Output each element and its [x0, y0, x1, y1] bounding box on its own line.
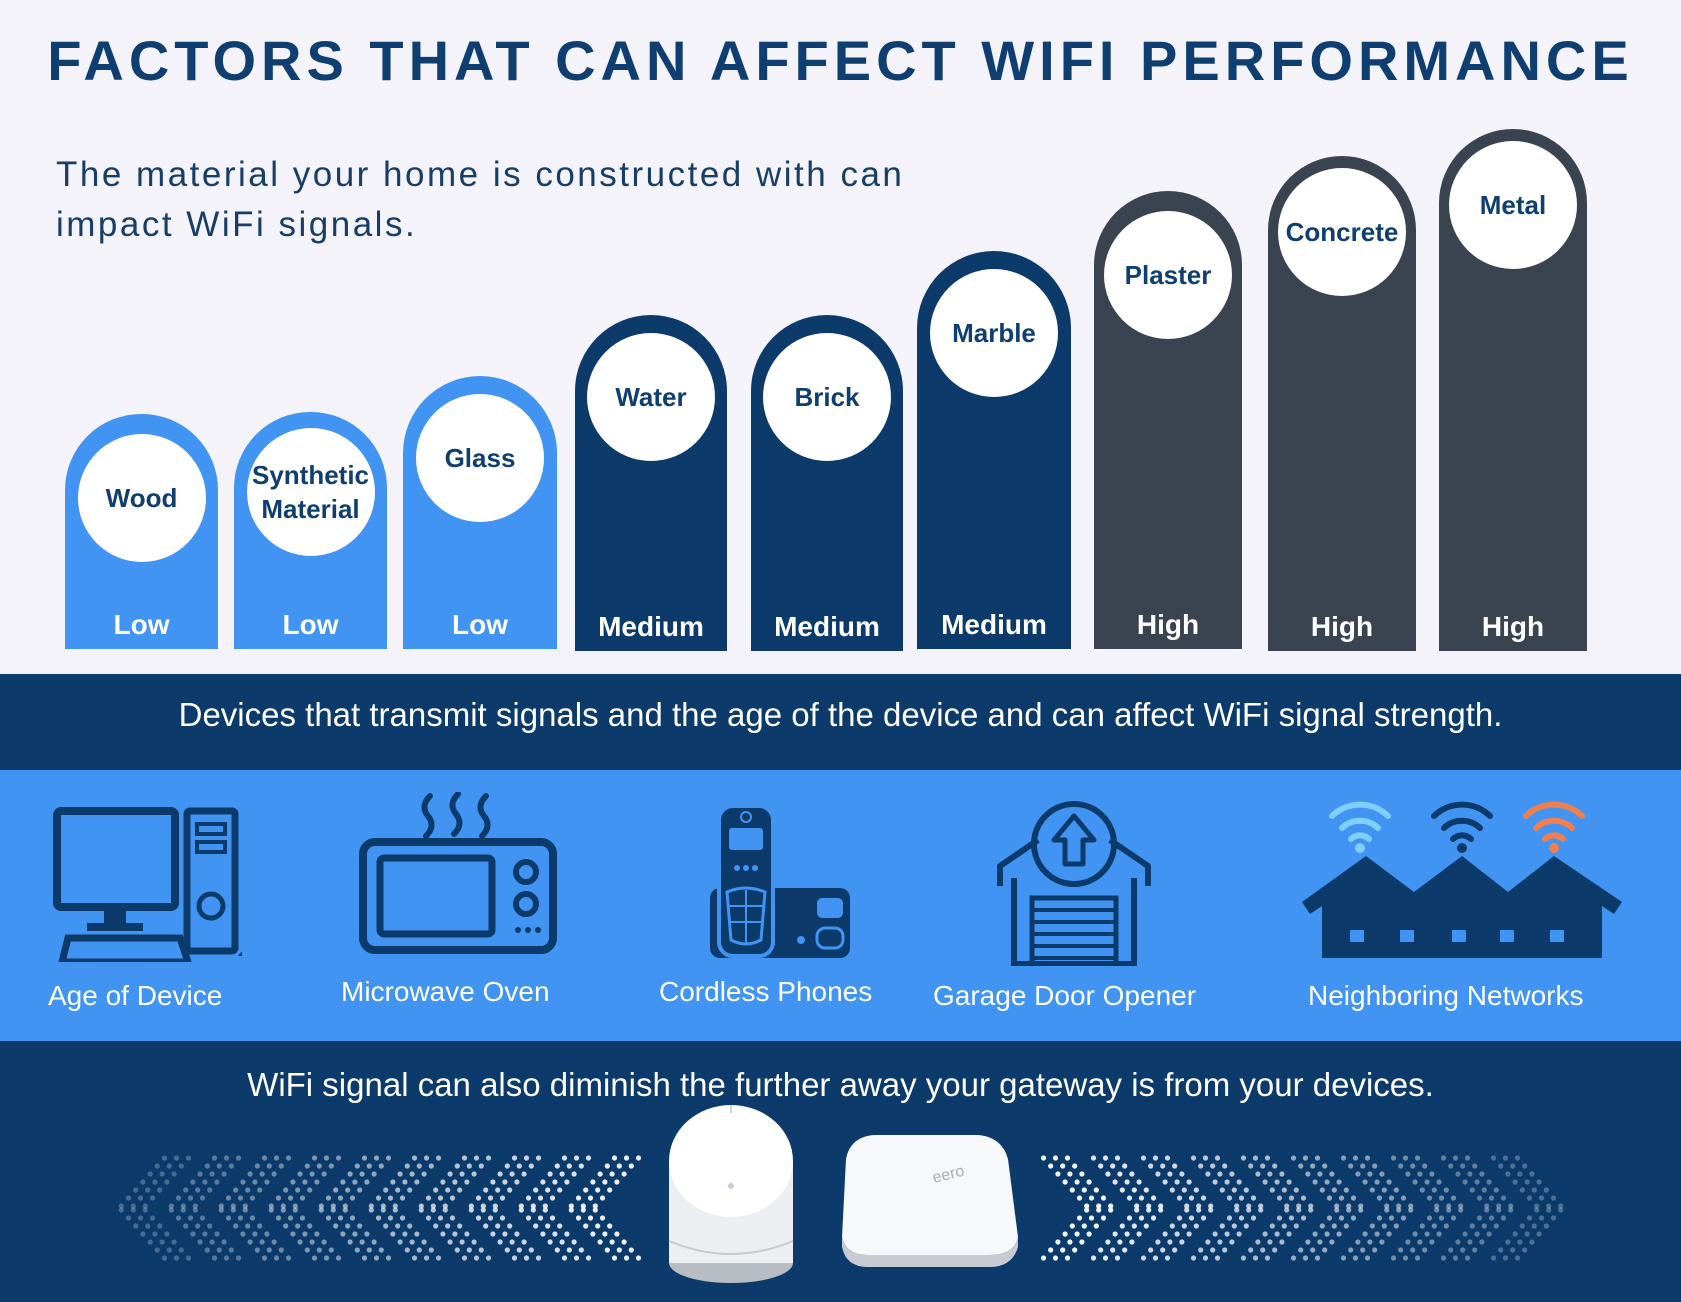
- computer-icon: [53, 807, 242, 962]
- material-name: Marble: [952, 318, 1036, 348]
- material-pill-metal: Metal High: [1439, 129, 1587, 651]
- devices-heading: Devices that transmit signals and the ag…: [178, 696, 1503, 733]
- garage-door-icon: [997, 801, 1151, 966]
- distance-band: [0, 1041, 1681, 1302]
- interference-level: High: [1136, 609, 1200, 640]
- material-name: Synthetic Material: [251, 460, 370, 524]
- device-label-networks: Neighboring Networks: [1308, 980, 1584, 1011]
- interference-level: High: [1481, 611, 1545, 642]
- eero-router-icon: eero: [842, 1135, 1018, 1267]
- material-pill-synthetic: Synthetic Material Low: [234, 412, 387, 649]
- interference-level: Medium: [598, 611, 704, 642]
- right-signal-chevrons-icon: [1040, 1155, 1564, 1261]
- materials-intro: The material your home is constructed wi…: [56, 155, 905, 244]
- device-label-microwave: Microwave Oven: [341, 976, 550, 1007]
- device-label-age: Age of Device: [48, 980, 223, 1011]
- interference-level: Low: [452, 609, 508, 640]
- material-name: Concrete: [1285, 217, 1399, 247]
- material-pill-water: Water Medium: [575, 315, 727, 651]
- material-name: Glass: [444, 443, 516, 473]
- material-pill-marble: Marble Medium: [917, 251, 1071, 649]
- interference-level: Low: [282, 609, 339, 640]
- interference-level: Low: [113, 609, 170, 640]
- page-title: FACTORS THAT CAN AFFECT WIFI PERFORMANCE: [47, 29, 1634, 92]
- interference-level: Medium: [774, 611, 880, 642]
- material-pill-concrete: Concrete High: [1268, 156, 1416, 651]
- device-label-phones: Cordless Phones: [659, 976, 873, 1007]
- devices-band: [0, 674, 1681, 770]
- material-name: Brick: [794, 382, 860, 412]
- material-name: Metal: [1479, 190, 1547, 220]
- signal-chevrons: eero: [118, 1105, 1564, 1283]
- device-label-garage: Garage Door Opener: [933, 980, 1197, 1011]
- houses-wifi-icon: [1302, 801, 1622, 958]
- material-name: Plaster: [1124, 260, 1212, 290]
- interference-level: High: [1310, 611, 1374, 642]
- material-pill-brick: Brick Medium: [751, 315, 903, 651]
- interference-level: Medium: [941, 609, 1047, 640]
- material-pill-plaster: Plaster High: [1094, 191, 1242, 649]
- google-wifi-router-icon: [668, 1105, 794, 1283]
- distance-heading: WiFi signal can also diminish the furthe…: [247, 1066, 1434, 1103]
- material-name: Water: [615, 382, 687, 412]
- cordless-phone-icon: [710, 804, 850, 958]
- material-name: Wood: [105, 483, 178, 513]
- material-pill-wood: Wood Low: [65, 414, 218, 649]
- left-signal-chevrons-icon: [118, 1155, 642, 1261]
- microwave-icon: [359, 792, 557, 954]
- material-pill-glass: Glass Low: [403, 376, 557, 649]
